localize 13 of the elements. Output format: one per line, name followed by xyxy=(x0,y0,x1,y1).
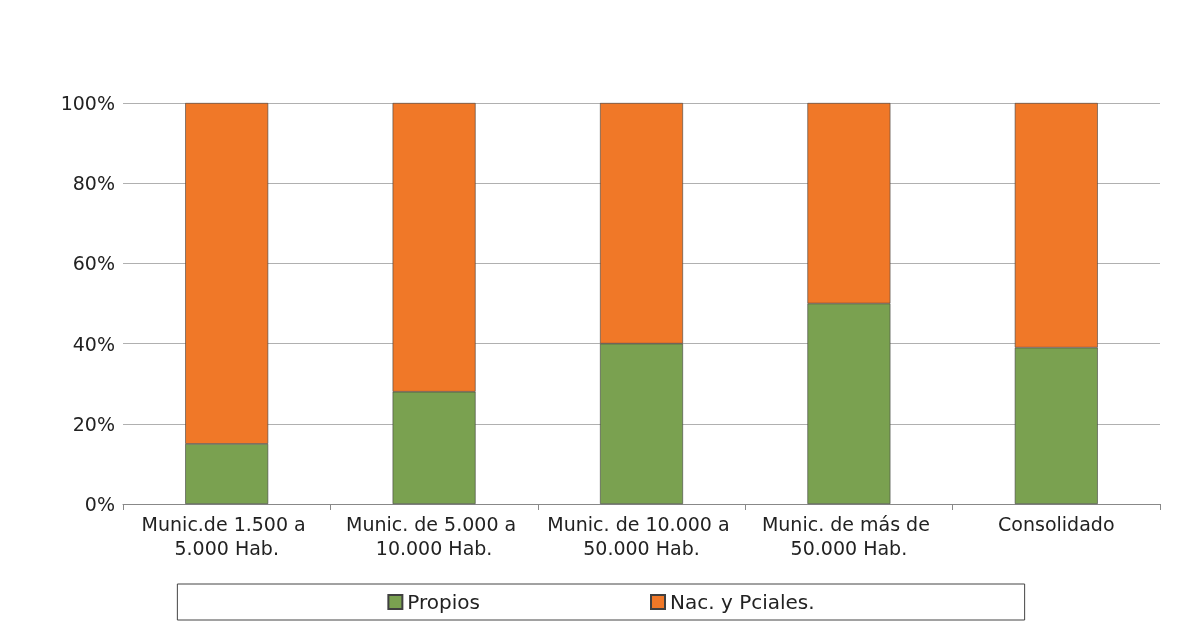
y-tick-label: 0% xyxy=(84,493,115,515)
y-tick-label: 40% xyxy=(72,332,115,355)
y-tick-label: 80% xyxy=(72,172,115,195)
x-tick-label: Munic. de 10.000 a 50.000 Hab. xyxy=(547,513,736,559)
legend-label: Propios xyxy=(407,590,481,614)
y-tick-label: 20% xyxy=(72,412,115,435)
x-tick-label: Munic. de más de 50.000 Hab. xyxy=(761,513,936,559)
y-tick-label: 100% xyxy=(60,92,115,114)
y-tick-label: 60% xyxy=(72,252,115,275)
x-tick-label: Consolidado xyxy=(998,513,1115,535)
x-tick-label: Munic. de 5.000 a 10.000 Hab. xyxy=(346,513,523,559)
legend-label: Nac. y Pciales. xyxy=(670,590,815,614)
x-tick-label: Munic.de 1.500 a 5.000 Hab. xyxy=(141,513,312,559)
